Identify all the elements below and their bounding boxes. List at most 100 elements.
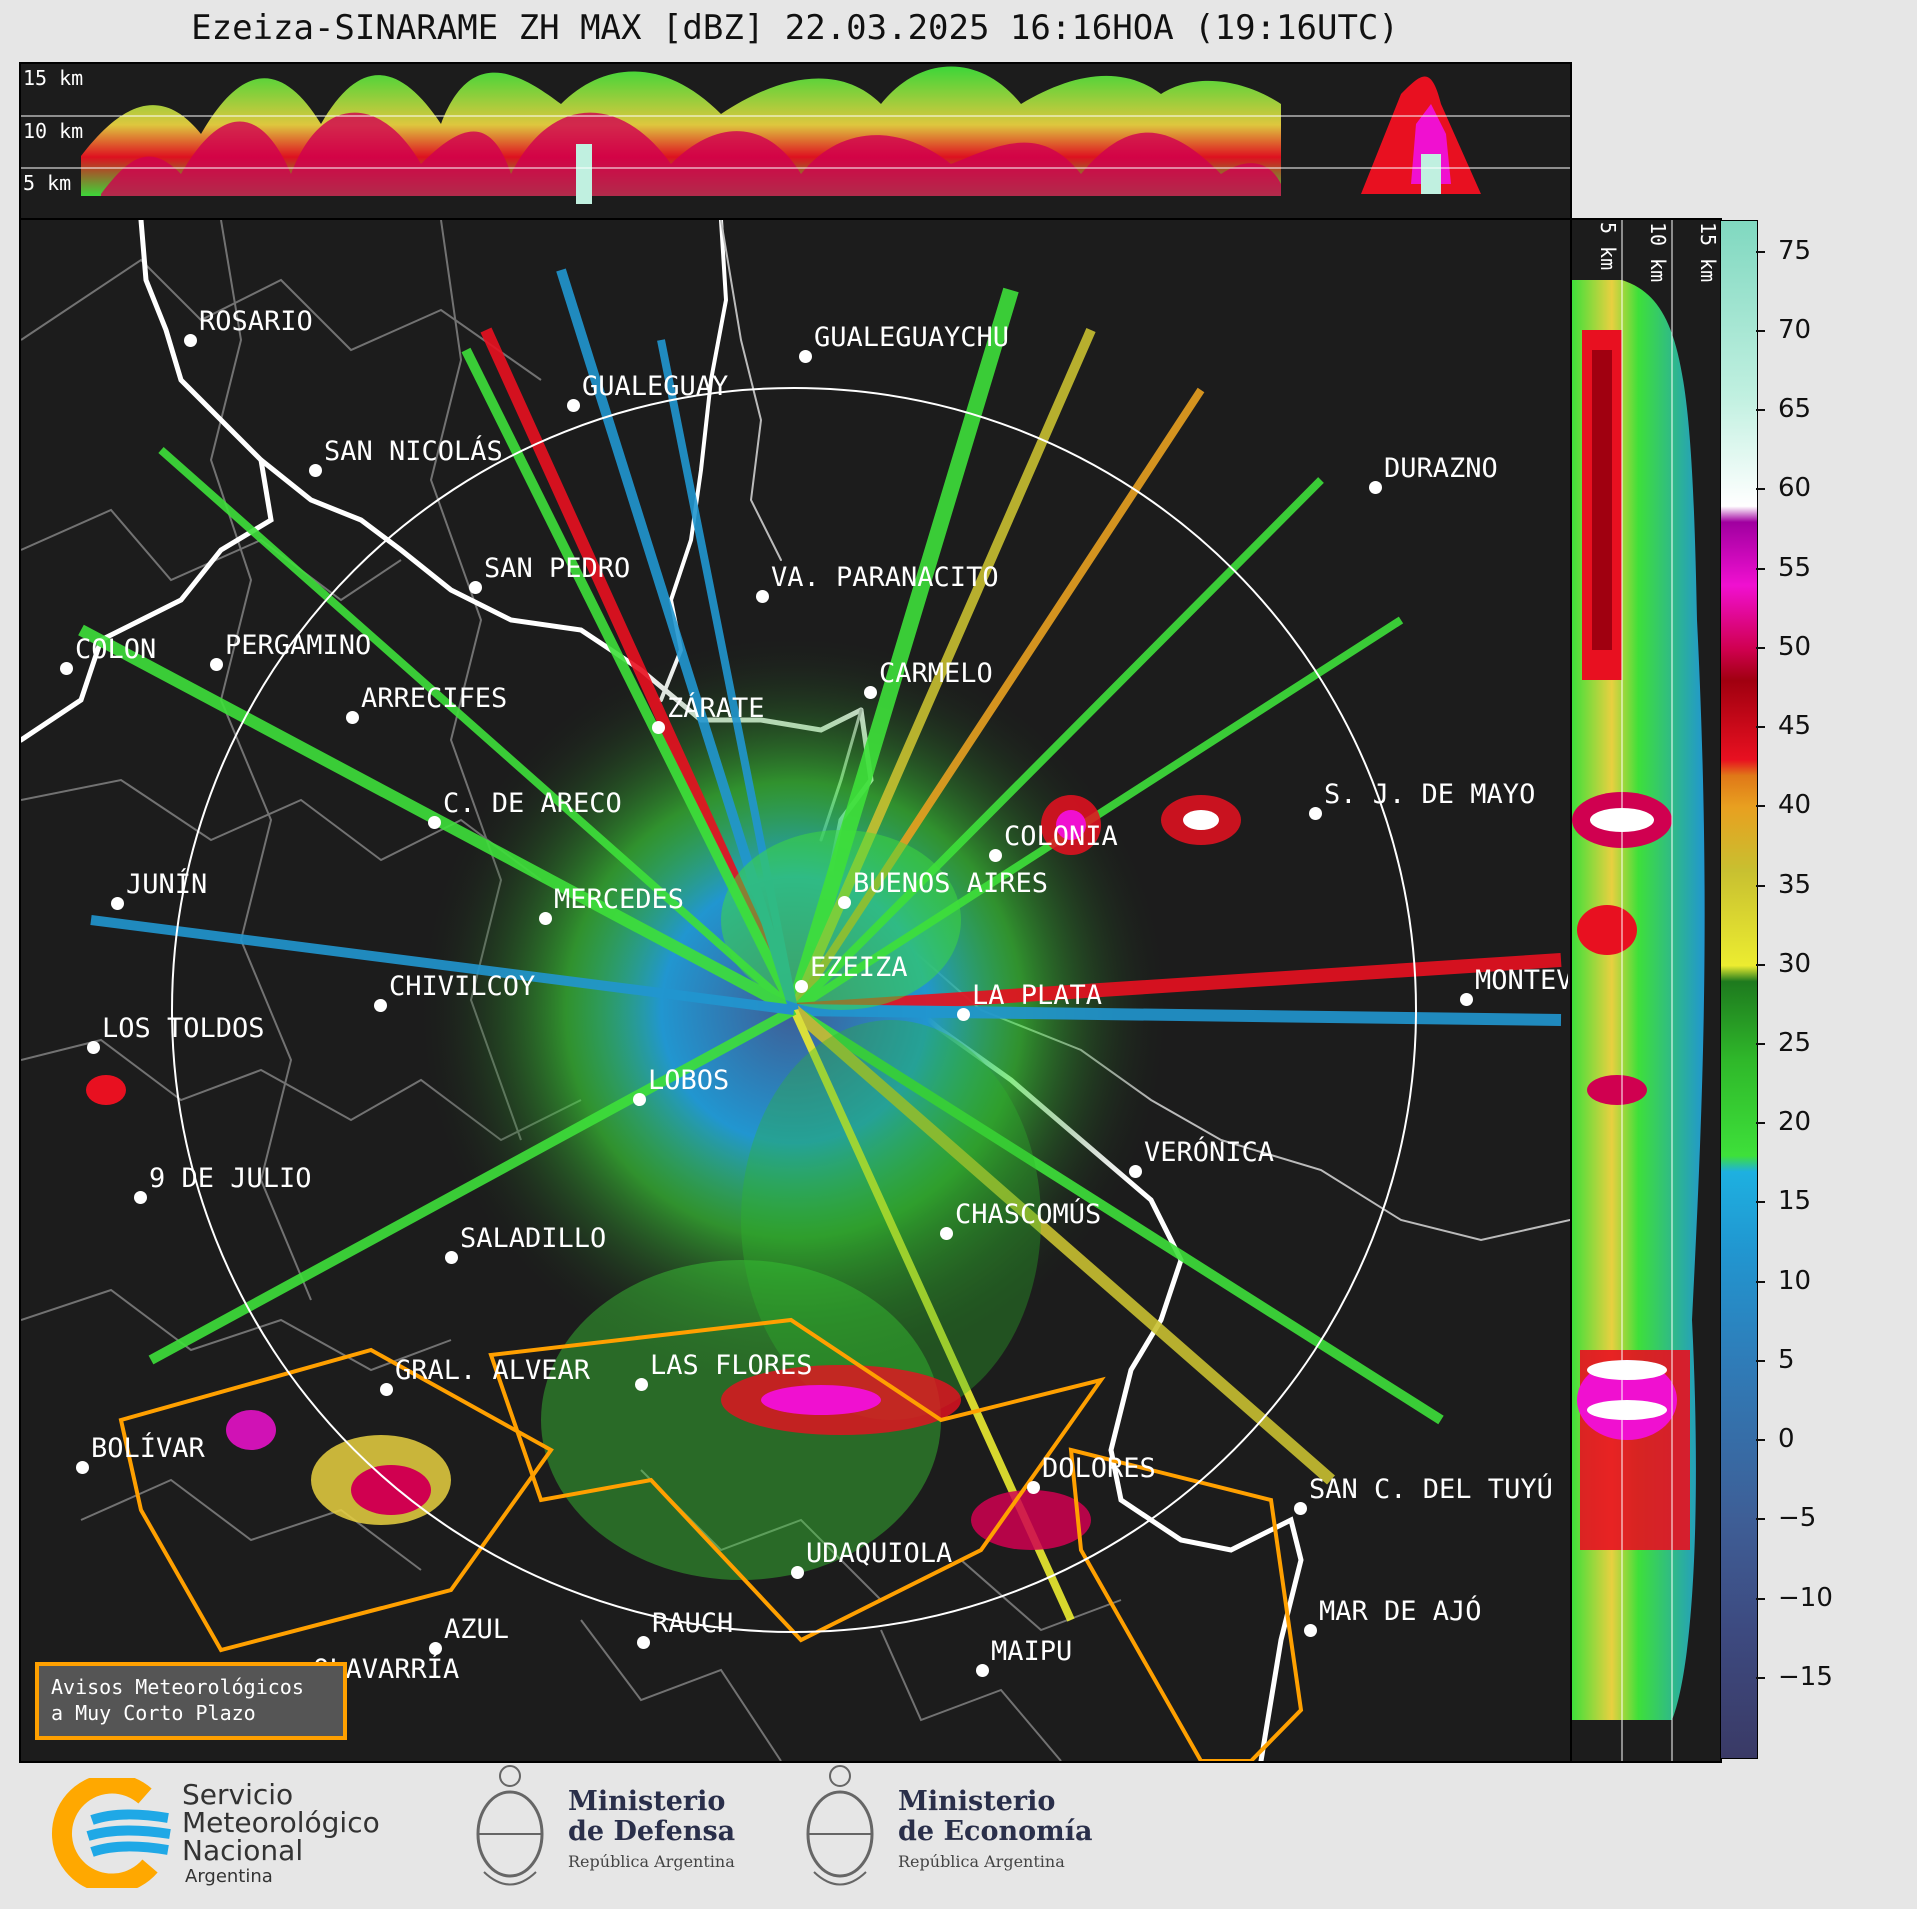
city-marker <box>756 590 769 603</box>
city-label: PERGAMINO <box>225 630 372 661</box>
city-marker <box>76 1461 89 1474</box>
city-marker <box>940 1227 953 1240</box>
city-marker <box>1304 1624 1317 1637</box>
city-marker <box>134 1191 147 1204</box>
warning-polygons <box>118 1317 1304 1761</box>
colorbar-tick-label: 35 <box>1778 869 1812 900</box>
city-marker <box>635 1378 648 1391</box>
city-marker <box>1129 1165 1142 1178</box>
city-label: VERÓNICA <box>1144 1137 1275 1168</box>
city-marker <box>791 1566 804 1579</box>
city-label: LA PLATA <box>972 980 1103 1011</box>
defensa-line3: República Argentina <box>568 1852 735 1871</box>
city-label: GUALEGUAYCHU <box>814 322 1010 353</box>
city-label: S. J. DE MAYO <box>1324 779 1536 810</box>
colorbar-tick-label: −10 <box>1778 1582 1833 1613</box>
side-height-label-5: 5 km <box>1596 222 1620 271</box>
city-marker <box>976 1664 989 1677</box>
colorbar-tick <box>1756 1280 1765 1283</box>
city-label: ZÁRATE <box>667 693 765 724</box>
defensa-line1: Ministerio <box>568 1786 726 1817</box>
coat-of-arms-icon <box>476 1765 544 1886</box>
colorbar-tick-label: 10 <box>1778 1265 1812 1296</box>
city-marker <box>633 1093 646 1106</box>
city-labels: ROSARIO GUALEGUAYCHU GUALEGUAY SAN NICOLÁS D… <box>60 306 1568 1695</box>
city-marker <box>429 1642 442 1655</box>
city-label: EZEIZA <box>810 952 908 983</box>
top-vertical-cross-section: 15 km 10 km 5 km <box>19 62 1572 220</box>
colorbar-tick-label: 45 <box>1778 711 1812 742</box>
coat-of-arms-icon <box>806 1765 874 1886</box>
warning-legend-box: Avisos Meteorológicos a Muy Corto Plazo <box>35 1662 347 1740</box>
top-height-label-5: 5 km <box>23 171 72 195</box>
city-label: MAIPU <box>991 1636 1073 1667</box>
colorbar-tick-label: 55 <box>1778 552 1812 583</box>
colorbar-tick-label: −15 <box>1778 1661 1833 1692</box>
colorbar-tick-label: 50 <box>1778 631 1812 662</box>
city-label: GUALEGUAY <box>582 371 729 402</box>
colorbar-tick <box>1756 1359 1765 1362</box>
city-label: COLONIA <box>1004 821 1118 852</box>
colorbar-tick <box>1756 1201 1765 1204</box>
city-label: ARRECIFES <box>361 683 508 714</box>
city-marker <box>1309 807 1322 820</box>
city-marker <box>1027 1481 1040 1494</box>
colorbar-tick-label: 40 <box>1778 790 1812 821</box>
smn-logo-line4: Argentina <box>185 1866 273 1887</box>
colorbar-tick <box>1756 805 1765 808</box>
top-height-label-10: 10 km <box>23 119 84 143</box>
city-label: GRAL. ALVEAR <box>395 1355 591 1386</box>
colorbar-tick-label: 15 <box>1778 1186 1812 1217</box>
city-marker <box>184 334 197 347</box>
colorbar-tick <box>1756 1439 1765 1442</box>
city-marker <box>989 849 1002 862</box>
smn-logo-icon <box>51 1778 171 1888</box>
city-label: ROSARIO <box>199 306 313 337</box>
city-marker <box>799 350 812 363</box>
colorbar-tick-label: 65 <box>1778 394 1812 425</box>
city-marker <box>428 816 441 829</box>
colorbar-tick-label: 0 <box>1778 1424 1795 1455</box>
city-marker <box>637 1636 650 1649</box>
colorbar-tick-label: 70 <box>1778 314 1812 345</box>
city-marker <box>469 581 482 594</box>
city-marker <box>539 912 552 925</box>
city-marker <box>864 686 877 699</box>
city-label: VA. PARANACITO <box>771 562 999 593</box>
smn-logo-line3: Nacional <box>182 1834 304 1867</box>
warning-legend-line2: a Muy Corto Plazo <box>51 1701 256 1725</box>
city-label: DURAZNO <box>1384 453 1498 484</box>
side-cross-section-graphic <box>1572 220 1705 1761</box>
colorbar-tick-label: 60 <box>1778 473 1812 504</box>
city-label: SAN NICOLÁS <box>324 436 503 467</box>
city-marker <box>374 999 387 1012</box>
economia-logo: Ministerio de Economía República Argenti… <box>800 1762 1100 1902</box>
colorbar-tick-label: 20 <box>1778 1107 1812 1138</box>
city-label: AZUL <box>444 1614 510 1645</box>
economia-line2: de Economía <box>898 1816 1093 1847</box>
map-title: Ezeiza-SINARAME ZH MAX [dBZ] 22.03.2025 … <box>191 8 1399 48</box>
colorbar-tick <box>1756 1518 1765 1521</box>
colorbar-tick <box>1756 409 1765 412</box>
colorbar-tick <box>1756 1597 1765 1600</box>
colorbar-tick <box>1756 250 1765 253</box>
city-label: CHASCOMÚS <box>955 1199 1102 1230</box>
city-label: 9 DE JULIO <box>149 1163 312 1194</box>
city-label: COLON <box>75 634 157 665</box>
city-marker <box>346 711 359 724</box>
city-marker <box>957 1008 970 1021</box>
economia-line1: Ministerio <box>898 1786 1056 1817</box>
defensa-logo: Ministerio de Defensa República Argentin… <box>470 1762 750 1902</box>
radar-echoes <box>78 268 1562 1622</box>
colorbar-tick <box>1756 488 1765 491</box>
city-label: C. DE ARECO <box>443 788 622 819</box>
smn-logo-line1: Servicio <box>182 1778 294 1811</box>
colorbar-tick-label: 30 <box>1778 948 1812 979</box>
city-label: SALADILLO <box>460 1223 607 1254</box>
side-height-label-10: 10 km <box>1646 222 1670 283</box>
city-label: MONTEVIDEO <box>1475 965 1568 996</box>
city-label: MAR DE AJÓ <box>1319 1596 1482 1627</box>
city-marker <box>1294 1502 1307 1515</box>
city-label: LOS TOLDOS <box>102 1013 265 1044</box>
city-marker <box>567 399 580 412</box>
